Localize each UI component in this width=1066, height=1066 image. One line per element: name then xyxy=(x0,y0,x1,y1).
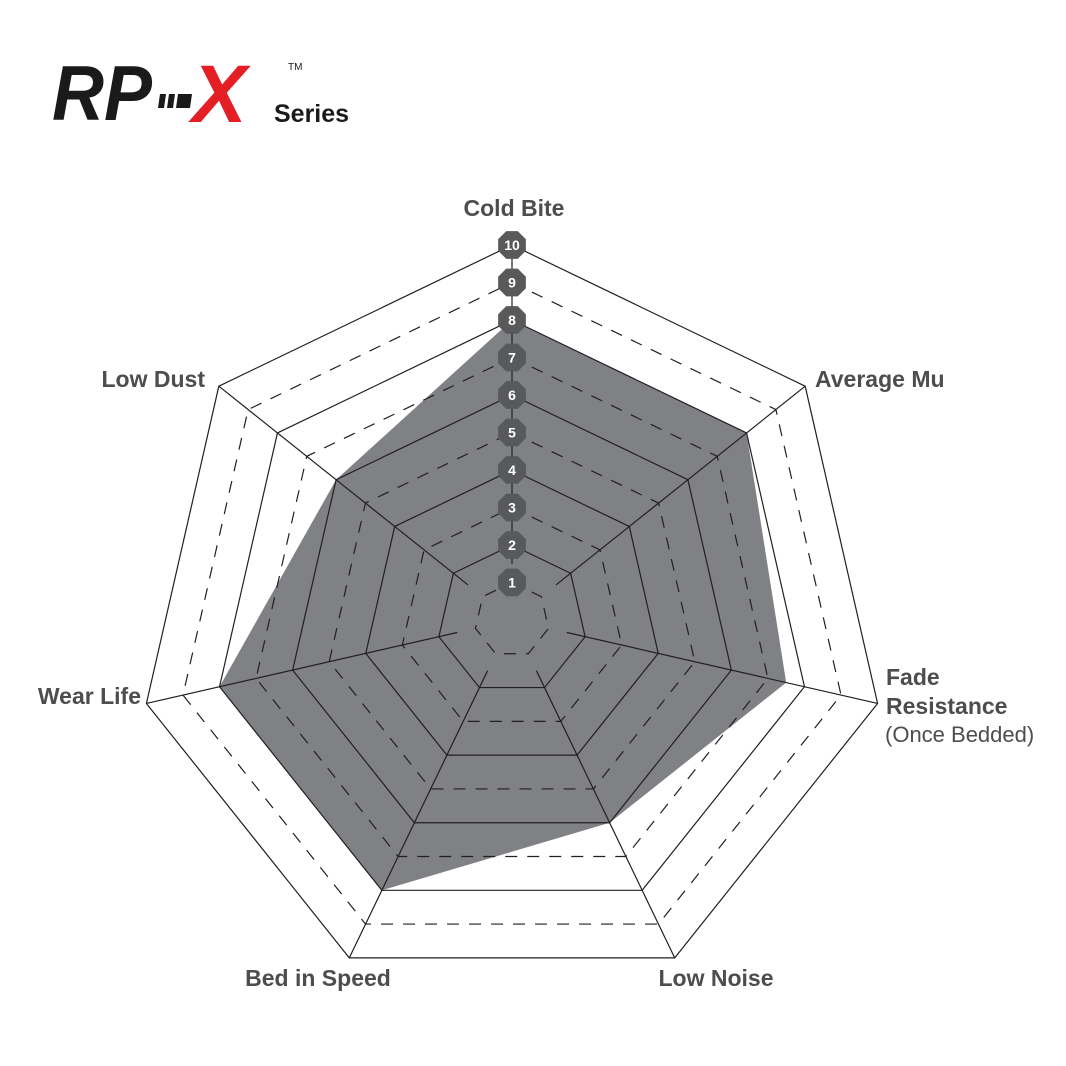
logo-bars xyxy=(158,94,192,108)
badge-octagon xyxy=(498,493,526,522)
scale-badge-9: 9 xyxy=(498,268,526,297)
grid-ring-4 xyxy=(365,469,659,756)
badge-octagon xyxy=(498,268,526,297)
scale-badge-10: 10 xyxy=(498,231,526,259)
logo-x: X xyxy=(188,58,251,128)
grid-ring-3 xyxy=(401,506,623,722)
axis-spoke xyxy=(555,385,806,586)
grid-ring-6 xyxy=(291,394,733,824)
scale-badge-4: 4 xyxy=(498,456,526,484)
badge-number: 4 xyxy=(508,462,516,478)
axis-label-wear-life: Wear Life xyxy=(38,683,141,709)
rpx-series-logo: RP X Series TM xyxy=(52,58,349,128)
axis-spoke xyxy=(146,631,458,705)
scale-badge-3: 3 xyxy=(498,493,526,522)
grid-ring-2 xyxy=(438,544,586,689)
grid-ring-8 xyxy=(218,319,806,891)
axis-spoke xyxy=(218,385,469,586)
badge-number: 7 xyxy=(508,350,516,366)
badge-octagon xyxy=(498,231,526,259)
scale-badge-5: 5 xyxy=(498,418,526,447)
logo-rp: RP xyxy=(52,58,153,128)
axis-label-low-noise: Low Noise xyxy=(658,965,773,991)
data-area xyxy=(219,320,787,891)
axis-spoke xyxy=(535,670,676,959)
badge-octagon xyxy=(498,456,526,484)
badge-octagon xyxy=(498,418,526,447)
badge-number: 1 xyxy=(508,575,516,591)
scale-badge-1: 1 xyxy=(498,568,526,597)
axis-label-resistance: Resistance xyxy=(886,693,1007,719)
badge-number: 8 xyxy=(508,312,516,328)
grid-ring-10 xyxy=(145,244,879,959)
scale-badge-7: 7 xyxy=(498,343,526,372)
badge-octagon xyxy=(498,568,526,597)
grid-ring-1 xyxy=(474,581,550,655)
axis-label-once-bedded: (Once Bedded) xyxy=(885,722,1034,747)
badge-octagon xyxy=(498,531,526,559)
axis-spoke xyxy=(566,631,878,705)
axis-label-low-dust: Low Dust xyxy=(102,366,206,392)
badge-octagon xyxy=(498,343,526,372)
grid-ring-9 xyxy=(182,281,842,925)
axis-label-bed-in-speed: Bed in Speed xyxy=(245,965,391,991)
grid-ring-5 xyxy=(328,431,696,790)
badge-number: 5 xyxy=(508,425,516,441)
axis-spoke xyxy=(348,670,489,959)
logo-series: Series xyxy=(274,100,349,128)
badge-octagon xyxy=(498,306,526,334)
badge-octagon xyxy=(498,381,526,409)
grid-ring-7 xyxy=(255,356,769,858)
scale-badge-2: 2 xyxy=(498,531,526,559)
axis-label-average-mu: Average Mu xyxy=(815,366,945,392)
badge-number: 2 xyxy=(508,537,516,553)
badge-number: 6 xyxy=(508,387,516,403)
scale-badge-8: 8 xyxy=(498,306,526,334)
badge-number: 10 xyxy=(504,237,520,253)
axis-label-fade: Fade xyxy=(886,664,940,690)
axis-label-cold-bite: Cold Bite xyxy=(464,195,565,221)
logo-tm: TM xyxy=(288,62,302,73)
badge-number: 9 xyxy=(508,275,516,291)
scale-badge-6: 6 xyxy=(498,381,526,409)
badge-number: 3 xyxy=(508,500,516,516)
